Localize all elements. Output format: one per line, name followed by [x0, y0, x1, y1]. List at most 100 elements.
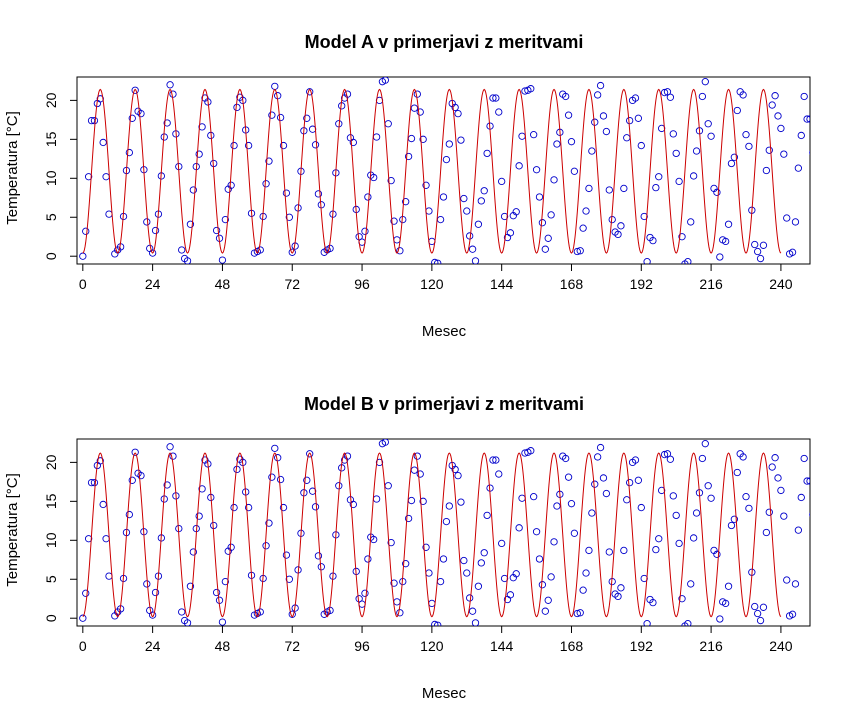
measurement-point [660, 450, 669, 459]
measurement-point [128, 114, 136, 122]
x-axis-label: Mesec [422, 323, 467, 340]
measurement-point [727, 159, 736, 168]
measurement-point [109, 627, 115, 633]
measurement-point [311, 503, 320, 511]
measurement-point [489, 456, 497, 464]
measurement-point [492, 94, 500, 102]
model-line [82, 88, 782, 254]
measurement-point [445, 140, 453, 148]
measurement-point [663, 88, 672, 96]
measurement-point [788, 248, 797, 256]
measurement-point [434, 621, 442, 626]
measurement-point [265, 519, 273, 527]
measurement-point [640, 574, 648, 583]
measurement-point [218, 618, 227, 626]
x-tick-label: 0 [79, 638, 87, 654]
measurement-point [806, 115, 810, 123]
measurement-point [480, 187, 488, 195]
measurement-point [730, 153, 739, 161]
measurement-point [623, 496, 631, 504]
measurement-point [463, 569, 471, 577]
measurement-point [518, 132, 526, 140]
measurement-point [527, 85, 535, 93]
measurement-point [276, 113, 285, 122]
measurement-point [230, 141, 238, 150]
measurement-point [687, 218, 695, 226]
measurement-point [285, 575, 293, 583]
measurement-point [87, 116, 96, 125]
measurement-point [620, 546, 628, 555]
measurement-point [588, 147, 596, 155]
measurement-point [544, 234, 552, 242]
measurement-point [317, 563, 325, 571]
measurement-point [195, 150, 203, 158]
measurement-point [794, 164, 803, 172]
measurement-point [626, 116, 634, 125]
measurement-point [268, 111, 276, 119]
measurement-point [404, 152, 413, 161]
measurement-point [774, 474, 782, 482]
x-tick-label: 24 [145, 638, 161, 654]
x-axis-label: Mesec [422, 685, 467, 702]
x-tick-label: 144 [490, 638, 514, 654]
measurement-point [186, 582, 195, 590]
measurement-point [84, 535, 93, 543]
measurement-point [742, 131, 750, 139]
y-axis: 0 5 10 15 20 [43, 454, 77, 622]
x-axis: 0 24 48 72 96 120 144 168 192 216 240 [79, 264, 793, 292]
measurement-point [527, 447, 535, 455]
measurement-point [125, 148, 134, 157]
measurement-point [783, 576, 791, 584]
measurement-point [669, 492, 677, 500]
measurement-point [364, 193, 372, 201]
x-tick-label: 72 [284, 638, 300, 654]
measurement-point [169, 90, 177, 98]
measurement-point [271, 82, 279, 91]
measurement-point [751, 602, 759, 611]
measurement-point [727, 521, 736, 530]
measurement-point [79, 252, 87, 260]
measurement-point [564, 473, 573, 481]
measurement-point [128, 476, 136, 484]
measurement-point [544, 596, 552, 604]
measurement-point [637, 503, 645, 512]
measurement-point [588, 509, 596, 517]
measurement-point [658, 486, 666, 495]
measurement-point [730, 515, 739, 523]
measurement-point [460, 194, 468, 203]
measurement-point [751, 240, 759, 249]
measurement-point [87, 478, 96, 487]
y-tick-label: 20 [43, 92, 59, 108]
measurement-point [652, 183, 660, 192]
measurement-point [637, 141, 645, 150]
measurement-point [742, 493, 750, 501]
measurement-point [640, 212, 648, 221]
measurement-point [495, 470, 503, 478]
measurement-point [631, 94, 640, 102]
measurement-point [288, 248, 296, 256]
measurement-point [218, 256, 227, 264]
measurement-point [579, 224, 587, 232]
measurement-point [634, 476, 643, 484]
measurement-point [692, 147, 701, 155]
measurement-point [530, 493, 538, 501]
measurement-point [212, 588, 221, 597]
measurement-point [756, 254, 765, 263]
measurement-point [454, 109, 462, 118]
measurement-point [614, 592, 622, 601]
measurement-point [573, 609, 581, 618]
measurement-point [547, 573, 555, 581]
measurement-point [282, 551, 291, 559]
measurement-point [102, 173, 110, 181]
measurement-point [105, 210, 113, 218]
measurement-point [678, 595, 686, 603]
measurement-point [422, 543, 430, 551]
measurement-point [623, 134, 631, 142]
measurement-point [585, 184, 593, 193]
measurement-point [96, 457, 104, 465]
measurement-point [393, 236, 401, 244]
measurement-point [722, 237, 730, 246]
measurement-point [675, 177, 683, 186]
measurement-point [498, 177, 506, 186]
measurement-point [436, 215, 445, 224]
